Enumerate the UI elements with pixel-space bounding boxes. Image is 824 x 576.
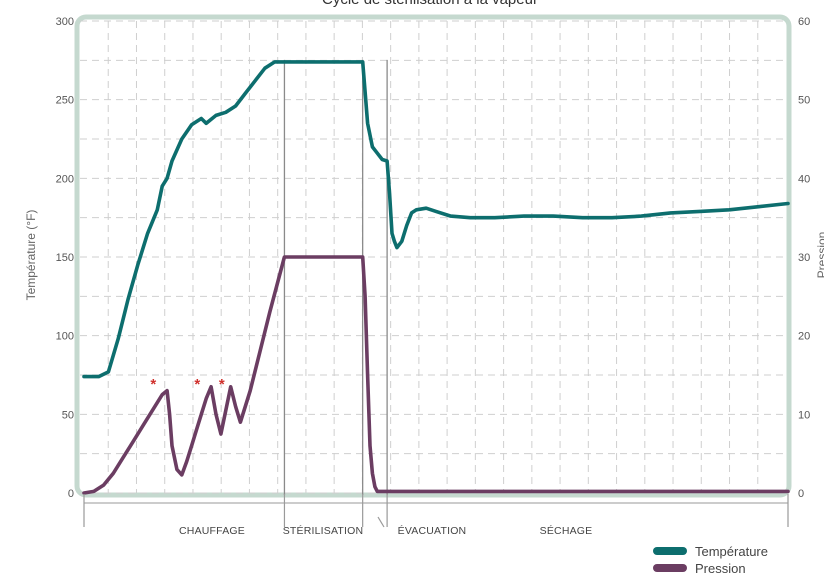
y-right-tick-label: 40 — [798, 173, 810, 185]
peak-marker: * — [150, 376, 156, 393]
legend: Température Pression — [653, 544, 768, 576]
phase-axis-break-mark — [377, 516, 385, 528]
marker-group: * * * — [150, 376, 224, 393]
legend-label: Température — [695, 544, 768, 559]
y-left-tick-label: 0 — [68, 488, 74, 500]
peak-marker: * — [194, 376, 200, 393]
phase-axis: CHAUFFAGE STÉRILISATION ÉVACUATION SÉCHAGE — [83, 494, 789, 537]
y-axis-left-label: Température (°F) — [24, 210, 38, 301]
grid — [80, 20, 786, 494]
peak-marker: * — [219, 376, 225, 393]
y-right-tick-label: 30 — [798, 252, 810, 264]
y-right-tick-label: 50 — [798, 95, 810, 107]
y-right-tick-label: 10 — [798, 409, 810, 421]
phase-label: SÉCHAGE — [540, 524, 593, 537]
series-group — [82, 60, 790, 495]
y-axis-right-label: Pression — [815, 232, 824, 279]
series-line-temperature — [82, 60, 790, 379]
y-left-tick-label: 150 — [56, 252, 74, 264]
y-left-tick-label: 50 — [62, 409, 74, 421]
y-left-tick-label: 100 — [56, 331, 74, 343]
y-left-tick-label: 250 — [56, 95, 74, 107]
y-left-tick-label: 300 — [56, 16, 74, 28]
y-right-tick-label: 0 — [798, 488, 804, 500]
y-right-tick-label: 20 — [798, 331, 810, 343]
phase-label: STÉRILISATION — [283, 524, 364, 537]
chart-title: Cycle de stérilisation à la vapeur — [322, 0, 538, 8]
phase-label: CHAUFFAGE — [179, 525, 245, 537]
y-left-tick-label: 200 — [56, 173, 74, 185]
series-line-pression — [82, 255, 790, 495]
left-axis-ticks: 0 50 100 150 200 250 300 — [56, 16, 74, 500]
y-right-tick-label: 60 — [798, 16, 810, 28]
legend-label: Pression — [695, 561, 746, 576]
right-axis-ticks: 0 10 20 30 40 50 60 — [798, 16, 810, 500]
phase-label: ÉVACUATION — [398, 524, 467, 537]
plot-frame — [74, 14, 792, 498]
